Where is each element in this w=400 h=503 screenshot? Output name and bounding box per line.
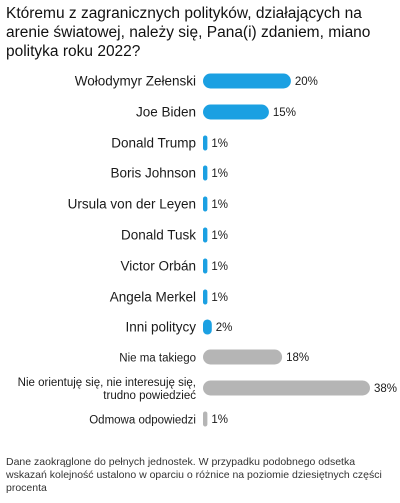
category-label: Wołodymyr Zełenski <box>75 74 196 89</box>
bar <box>203 135 208 151</box>
category-label: Nie orientuję się, nie interesuję się, <box>18 377 196 389</box>
chart-title: Któremu z zagranicznych polityków, dział… <box>6 5 371 60</box>
value-label: 1% <box>211 230 228 242</box>
value-label: 1% <box>211 168 228 180</box>
bar <box>203 73 291 89</box>
value-label: 1% <box>211 261 228 273</box>
category-label: Inni politycy <box>125 320 196 335</box>
category-label: Angela Merkel <box>110 290 196 305</box>
bar <box>203 227 208 243</box>
category-label: Ursula von der Leyen <box>68 197 196 212</box>
value-label: 38% <box>374 383 397 395</box>
bar <box>203 319 212 335</box>
category-label: Odmowa odpowiedzi <box>89 415 196 427</box>
bar <box>203 289 208 305</box>
bar <box>203 411 208 427</box>
value-label: 1% <box>211 199 228 211</box>
value-label: 18% <box>286 352 309 364</box>
category-label: Joe Biden <box>136 105 196 120</box>
value-label: 2% <box>216 322 233 334</box>
bar <box>203 165 208 181</box>
bar <box>203 104 269 120</box>
bar <box>203 380 370 396</box>
category-label: trudno powiedzieć <box>103 390 196 402</box>
bar <box>203 349 283 365</box>
category-label: Victor Orbán <box>120 259 196 274</box>
bar <box>203 258 208 274</box>
bar <box>203 196 208 212</box>
category-label: Boris Johnson <box>110 166 196 181</box>
category-label: Nie ma takiego <box>119 353 196 365</box>
value-label: 1% <box>211 414 228 426</box>
footnote: Dane zaokrąglone do pełnych jednostek. W… <box>6 456 382 494</box>
value-label: 20% <box>295 76 318 88</box>
value-label: 1% <box>211 292 228 304</box>
category-label: Donald Tusk <box>121 228 196 243</box>
value-label: 1% <box>211 138 228 150</box>
value-label: 15% <box>273 107 296 119</box>
category-label: Donald Trump <box>111 136 196 151</box>
